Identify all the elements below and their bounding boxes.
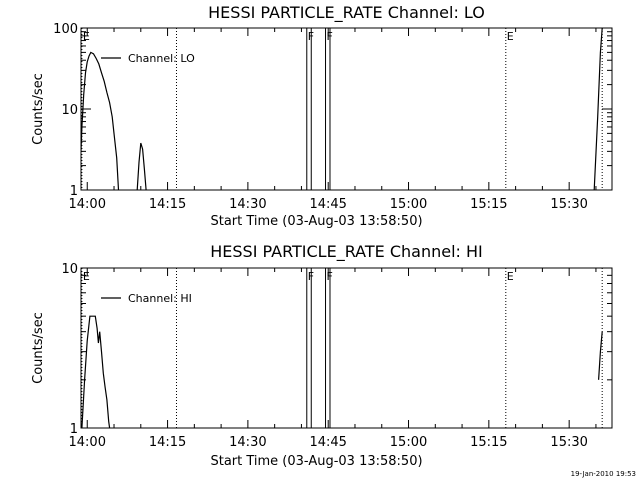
x-tick-label: 15:00 [390,435,427,450]
x-tick-label: 15:15 [470,435,507,450]
x-tick-label: 14:45 [309,435,346,450]
x-tick-label: 14:00 [69,197,106,212]
x-tick-label: 15:30 [550,197,587,212]
x-tick-label: 14:00 [69,435,106,450]
y-tick-label: 1 [70,422,78,437]
event-marker-label: E [83,270,90,283]
x-tick-label: 15:00 [390,197,427,212]
legend-label: Channel: HI [128,292,192,305]
y-tick-label: 10 [61,262,78,277]
series-line-segment-3 [593,27,603,190]
event-marker-label: E [507,270,514,283]
x-tick-label: 14:15 [149,435,186,450]
x-tick-label: 14:30 [229,435,266,450]
y-tick-label: 100 [53,22,78,37]
x-tick-label: 15:15 [470,197,507,212]
y-axis-label: Counts/sec [31,73,46,145]
series-line-segment-2 [136,142,147,190]
plot-panel-1: HESSI PARTICLE_RATE Channel: LO 14:00 14:1… [31,3,613,229]
y-axis-label: Counts/sec [31,312,46,384]
x-tick-label: 14:15 [149,197,186,212]
event-marker-label: E [507,30,514,43]
x-axis-label: Start Time (03-Aug-03 13:58:50) [210,454,422,469]
chart-title: HESSI PARTICLE_RATE Channel: LO [208,3,485,23]
legend-label: Channel: LO [128,52,195,65]
x-tick-label: 14:30 [229,197,266,212]
x-tick-label: 14:45 [309,197,346,212]
plot-frame [80,267,613,429]
x-axis-label: Start Time (03-Aug-03 13:58:50) [210,214,422,229]
series-line-segment-2 [598,331,603,380]
chart-title: HESSI PARTICLE_RATE Channel: HI [210,242,483,262]
y-tick-label: 1 [70,184,78,199]
footer-timestamp: 19-Jan-2010 19:53 [571,470,636,478]
y-tick-label: 10 [61,103,78,118]
x-tick-label: 15:30 [550,435,587,450]
plot-panel-2: HESSI PARTICLE_RATE Channel: HI 14:00 14:1… [31,242,613,469]
event-marker-label: E [83,30,90,43]
series-line-segment-1 [81,315,111,428]
series-line-segment-1 [81,51,120,190]
